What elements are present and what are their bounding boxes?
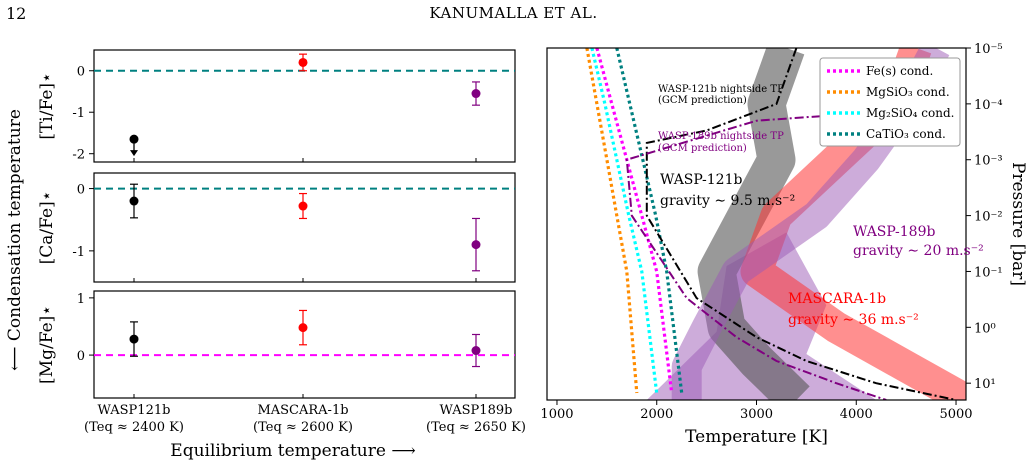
data-point [298,323,308,333]
y-tick-label: 10⁻¹ [974,265,1003,280]
category-sublabel: (Teq ≈ 2400 K) [84,420,184,435]
y-axis-label: Pressure [bar] [1008,162,1027,286]
y-tick-label: -1 [72,106,85,121]
legend-label: Mg₂SiO₄ cond. [866,106,954,120]
x-axis-label: Temperature [K] [685,427,828,447]
legend-label: MgSiO₃ cond. [866,85,950,99]
condensation-axis-label: ⟵ Condensation temperature [5,109,25,371]
condensation-curve [590,48,659,394]
bottom-caption: Equilibrium temperature ⟶ [170,441,415,461]
y-axis-label: [Mg/Fe]⋆ [37,305,57,384]
legend: Fe(s) cond. MgSiO₃ cond. Mg₂SiO₄ cond. CaTi… [819,57,961,147]
data-point [129,196,139,206]
w121-tp-sublabel: (GCM prediction) [658,95,747,106]
y-tick-label: 10⁻³ [974,154,1003,169]
category-label: WASP121b [98,403,171,418]
y-tick-label: 10⁻² [974,210,1003,225]
y-tick-label: 0 [77,65,85,80]
w189-tp-sublabel: (GCM prediction) [658,143,747,154]
y-tick-label: 0 [77,349,85,364]
y-tick-label: 10¹ [974,377,996,392]
y-tick-label: 0 [77,183,85,198]
data-point [129,134,139,144]
y-axis-label: [Ca/Fe]⋆ [37,191,57,265]
y-tick-label: -1 [72,245,85,260]
category-sublabel: (Teq ≈ 2600 K) [253,420,353,435]
mascara1b-label: MASCARA-1b [788,291,886,307]
panel-frame [93,290,516,399]
tp-profile-panel: 1000 2000 3000 4000 5000 Temperature [K] 10⁻⁵ 1… [540,42,1027,447]
arrow-head [130,150,138,157]
page-number: 12 [6,4,27,23]
running-head: KANUMALLA ET AL. [429,4,598,22]
y-tick-label: 10⁻⁵ [974,42,1003,57]
y-tick-label: -2 [72,148,85,163]
legend-label: Fe(s) cond. [866,64,933,78]
y-tick-label: 10⁰ [974,321,996,336]
condensation-curve [585,48,639,394]
data-point [298,201,308,211]
nightside-profile [645,48,957,400]
panel-frame [93,49,516,163]
data-point [129,334,139,344]
x-tick-label: 4000 [840,407,873,422]
w121-gravity: gravity ∼ 9.5 m.s⁻² [660,193,795,209]
data-point [471,346,481,356]
w189-gravity: gravity ∼ 20 m.s⁻² [853,243,984,259]
w121-label: WASP-121b [660,172,743,188]
x-tick-label: 3000 [740,407,773,422]
w189-label: WASP-189b [853,224,936,240]
mascara1b-gravity: gravity ∼ 36 m.s⁻² [788,312,919,328]
data-point [471,240,481,250]
dayside-band [697,48,810,400]
data-point [471,89,481,99]
y-axis-label: [Ti/Fe]⋆ [37,72,57,139]
x-tick-label: 2000 [640,407,673,422]
panel-frame [93,172,516,283]
y-tick-label: 10⁻⁴ [974,98,1003,113]
condensation-curve [595,48,674,394]
legend-label: CaTiO₃ cond. [866,127,946,141]
x-tick-label: 5000 [939,407,972,422]
category-sublabel: (Teq ≈ 2650 K) [426,420,526,435]
category-label: WASP189b [440,403,513,418]
y-tick-label: 1 [77,292,85,307]
x-tick-label: 1000 [540,407,573,422]
abundance-panels: 0 -1 -2 [Ti/Fe]⋆ 0 -1 [Ca/Fe]⋆ 1 0 [Mg/Fe]⋆ WASP12… [37,49,526,435]
category-label: MASCARA-1b [257,403,348,418]
data-point [298,57,308,67]
w121-tp-label: WASP-121b nightside TP [658,84,784,95]
legend-box [819,57,961,147]
w189-tp-label: WASP-189b nightside TP [658,131,784,142]
